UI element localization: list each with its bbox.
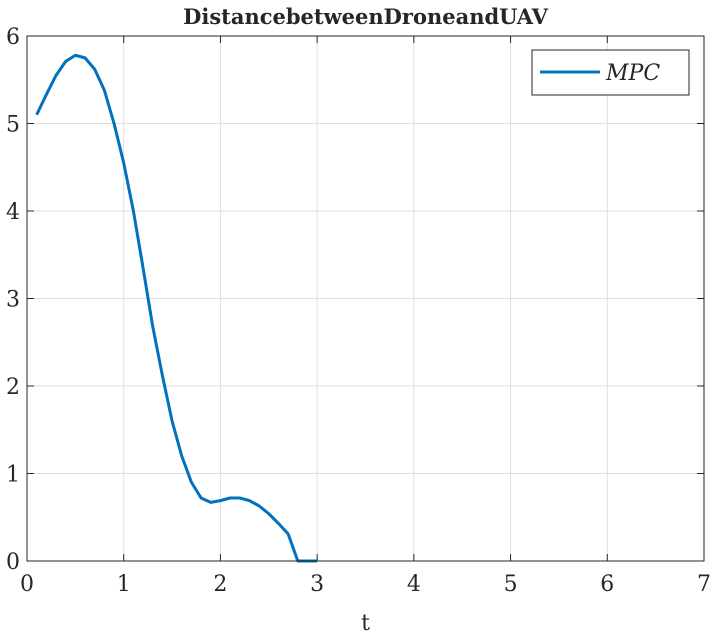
- series-line-mpc: [35, 53, 318, 563]
- series-layer: [35, 53, 318, 563]
- axis-ticks: 0 1 2 3 4 5 6 7 0 1 2 3 4 5 6: [6, 25, 711, 597]
- y-tick-label: 0: [6, 550, 20, 575]
- x-axis-label: t: [361, 611, 370, 636]
- x-tick-label: 1: [117, 572, 131, 597]
- x-tick-label: 2: [213, 572, 227, 597]
- x-tick-label: 7: [697, 572, 711, 597]
- y-tick-label: 4: [6, 200, 20, 225]
- y-tick-label: 5: [6, 113, 20, 138]
- y-tick-label: 3: [6, 288, 20, 313]
- x-tick-label: 4: [407, 572, 421, 597]
- chart-title: DistancebetweenDroneandUAV: [183, 4, 548, 29]
- x-tick-label: 6: [600, 572, 614, 597]
- y-tick-label: 1: [6, 463, 20, 488]
- x-tick-label: 5: [504, 572, 518, 597]
- y-tick-label: 2: [6, 375, 20, 400]
- x-tick-label: 3: [310, 572, 324, 597]
- legend-label-mpc: MPC: [605, 61, 660, 86]
- legend: MPC: [531, 49, 690, 96]
- grid-lines: [26, 35, 705, 562]
- y-tick-label: 6: [6, 25, 20, 50]
- x-tick-label: 0: [20, 572, 34, 597]
